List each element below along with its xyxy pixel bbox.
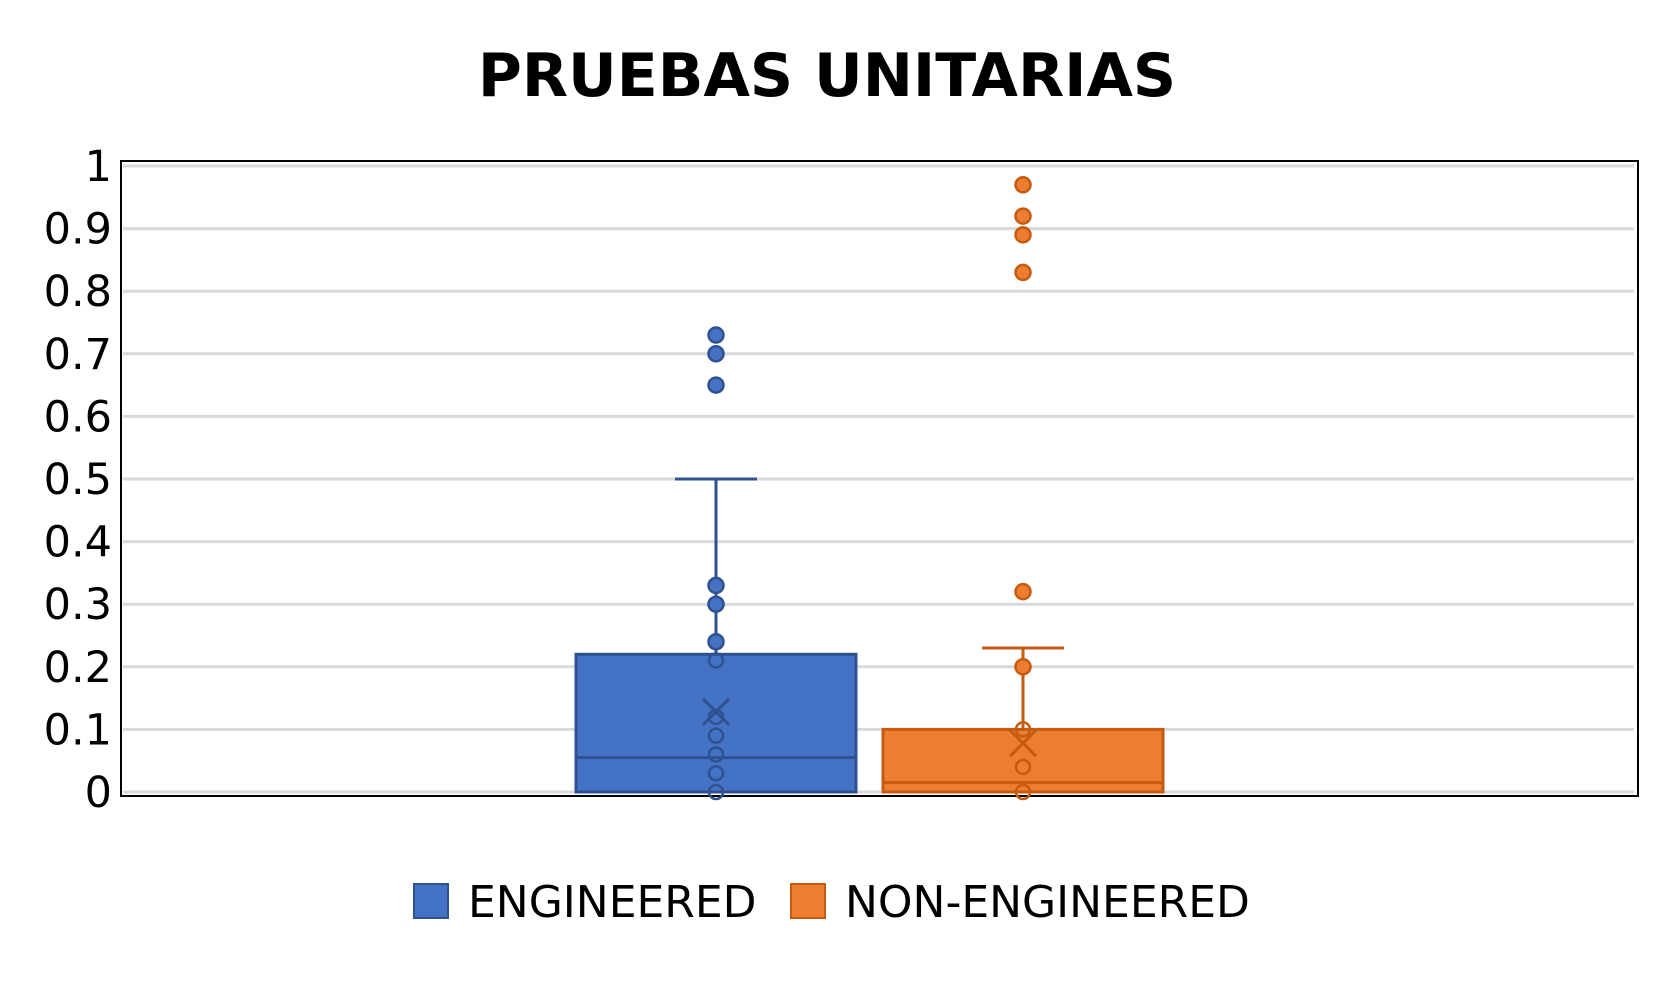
y-tick-label: 0.9 <box>44 205 112 255</box>
inner-point <box>707 652 725 669</box>
legend-swatch <box>790 883 826 919</box>
inner-point <box>707 783 725 801</box>
data-point <box>707 576 725 595</box>
data-point <box>707 595 725 613</box>
y-tick-label: 0.2 <box>44 643 112 693</box>
outlier-point <box>1014 263 1032 282</box>
outlier-point <box>1014 582 1032 601</box>
data-point <box>1014 658 1032 676</box>
series-boxes <box>574 176 1165 801</box>
y-tick-label: 0.7 <box>44 330 112 380</box>
y-tick-label: 0.4 <box>44 518 112 568</box>
y-tick-label: 0.1 <box>44 705 112 755</box>
outlier-point <box>707 376 725 394</box>
outlier-point <box>1014 176 1032 194</box>
legend-swatch <box>413 883 449 919</box>
inner-point <box>1014 783 1032 801</box>
outlier-point <box>1014 207 1032 225</box>
inner-point <box>707 727 725 744</box>
legend: ENGINEERED NON-ENGINEERED <box>413 877 1250 928</box>
mean-marker <box>701 697 731 726</box>
inner-point <box>1014 758 1032 776</box>
outlier-point <box>707 345 725 363</box>
legend-label: NON-ENGINEERED <box>845 877 1250 928</box>
data-point <box>707 633 725 651</box>
y-tick-label: 0.6 <box>44 392 112 442</box>
mean-marker <box>1008 729 1038 758</box>
y-tick-label: 0.8 <box>44 267 112 317</box>
inner-point <box>1014 721 1032 738</box>
outlier-point <box>707 326 725 344</box>
series-engineered <box>574 326 858 801</box>
inner-point <box>707 764 725 782</box>
y-tick-label: 0.5 <box>44 455 112 505</box>
gridlines <box>123 164 1634 794</box>
series-non-engineered <box>881 176 1165 801</box>
chart-title: PRUEBAS UNITARIAS <box>478 41 1176 111</box>
y-tick-label: 0.3 <box>44 580 112 630</box>
y-axis: 0 0.1 0.2 0.3 0.4 0.5 0.6 0.7 0.8 0.9 1 <box>44 142 112 818</box>
y-tick-label: 1 <box>85 142 112 192</box>
y-tick-label: 0 <box>85 768 112 818</box>
inner-point <box>707 746 725 763</box>
plot-area-frame <box>120 160 1639 797</box>
legend-label: ENGINEERED <box>468 877 757 928</box>
outlier-point <box>1014 226 1032 244</box>
